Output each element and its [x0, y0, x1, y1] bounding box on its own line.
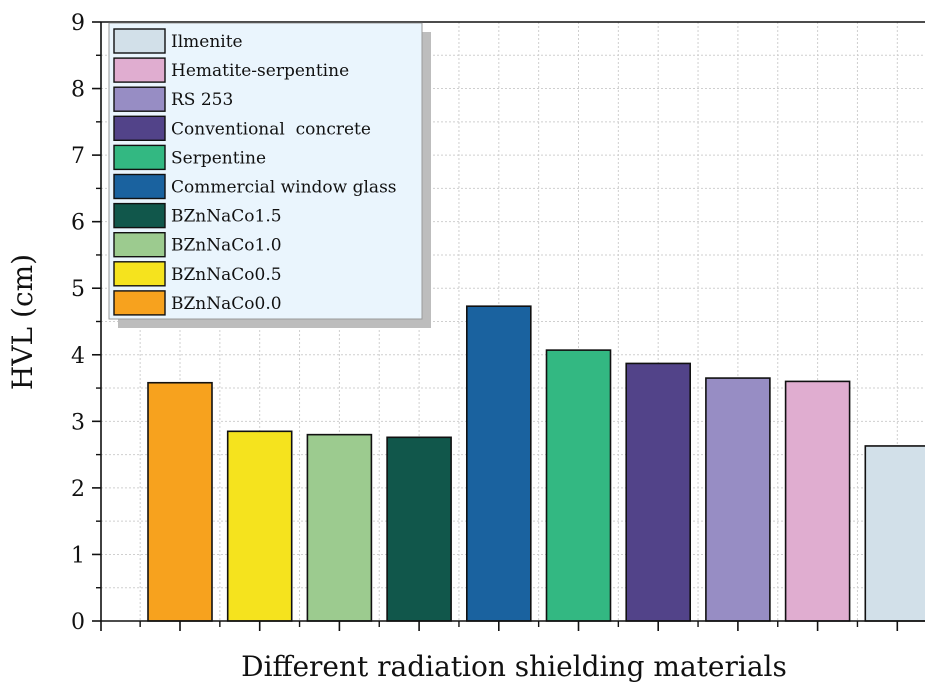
legend-swatch — [113, 144, 166, 171]
bar-hematite-serpentine — [784, 380, 851, 622]
legend-label: BZnNaCo0.0 — [171, 294, 282, 314]
bars — [147, 305, 925, 622]
legend-swatch — [113, 173, 166, 200]
legend-swatch — [113, 57, 166, 83]
legend-label: RS 253 — [171, 90, 233, 110]
legend-swatch — [113, 115, 166, 142]
legend-label: Conventional concrete — [171, 119, 371, 139]
y-tick-label: 5 — [71, 277, 85, 302]
y-tick-label: 9 — [71, 11, 85, 36]
y-tick-label: 7 — [71, 144, 85, 169]
bar-conventional-concrete — [625, 362, 692, 622]
legend-label: BZnNaCo1.0 — [171, 236, 282, 256]
legend-label: Hematite-serpentine — [171, 61, 349, 81]
bar-ilmenite — [864, 445, 925, 622]
x-axis-label: Different radiation shielding materials — [241, 650, 787, 683]
y-tick-label: 2 — [71, 477, 85, 502]
legend-swatch — [113, 28, 166, 54]
legend-label: BZnNaCo1.5 — [171, 207, 282, 227]
bar-bznnaco1-0 — [306, 433, 373, 622]
bar-bznnaco0-0 — [147, 381, 213, 622]
legend-label: BZnNaCo0.5 — [171, 265, 282, 285]
legend-swatch — [113, 231, 166, 258]
y-axis-label: HVL (cm) — [6, 254, 39, 390]
bar-serpentine — [545, 349, 612, 622]
y-tick-label: 8 — [71, 78, 85, 103]
bar-commercial-window-glass — [465, 305, 532, 622]
legend-label: Serpentine — [171, 148, 266, 168]
bar-bznnaco1-5 — [386, 436, 452, 622]
y-tick-label: 1 — [71, 543, 85, 568]
y-tick-label: 4 — [71, 344, 85, 369]
legend: Ilmenite Hematite-serpentine RS 253 Convent… — [108, 22, 431, 328]
bar-rs-253 — [705, 377, 771, 622]
legend-label: Commercial window glass — [171, 178, 397, 198]
legend-swatch — [113, 261, 166, 287]
y-tick-label: 0 — [71, 610, 85, 635]
axes: 0 1 2 3 4 5 6 7 8 9 — [71, 11, 925, 635]
legend-swatch — [113, 86, 166, 112]
y-tick-label: 6 — [71, 211, 85, 236]
y-tick-label: 3 — [71, 410, 85, 435]
legend-swatch — [113, 290, 166, 316]
bar-bznnaco0-5 — [226, 430, 293, 622]
legend-label: Ilmenite — [171, 32, 243, 52]
legend-swatch — [113, 202, 166, 229]
